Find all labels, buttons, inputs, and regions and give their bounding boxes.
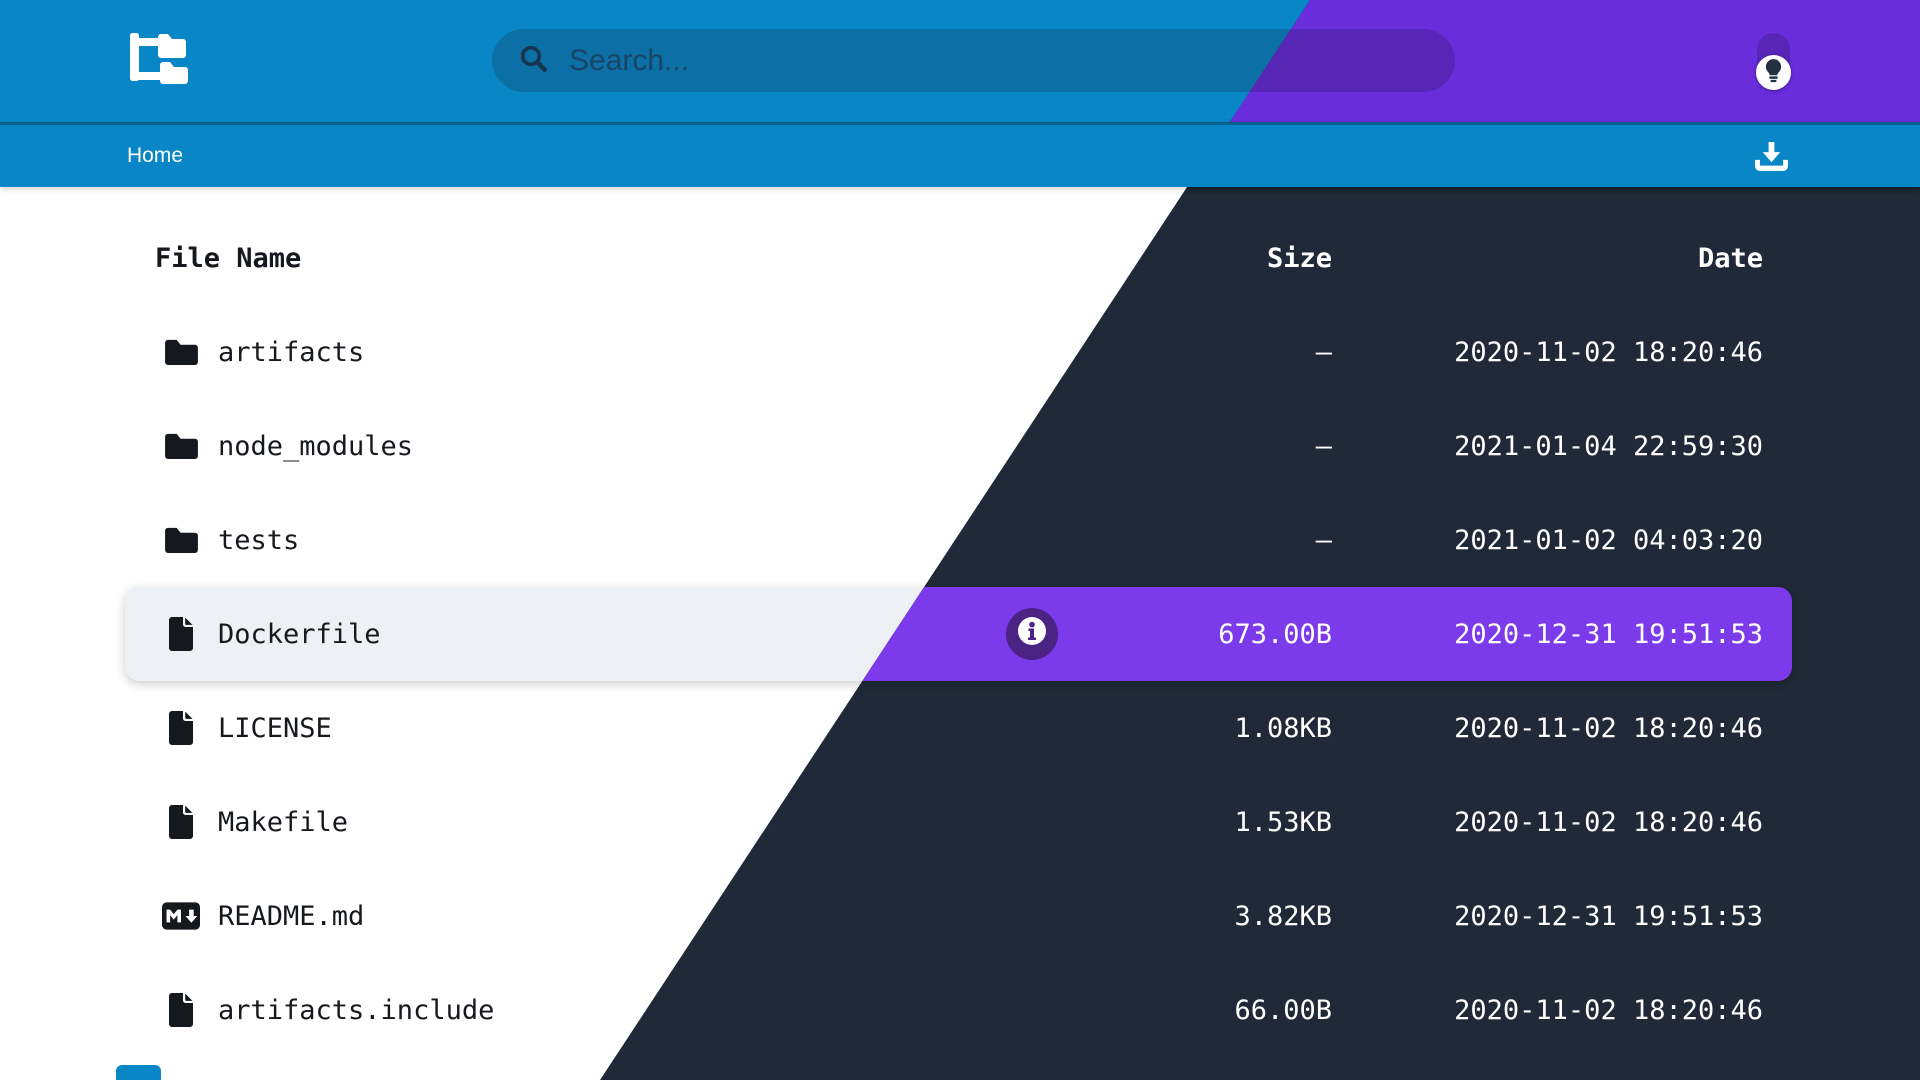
- file-name-cell[interactable]: LICENSE: [125, 710, 1092, 746]
- file-size-cell: —: [1315, 524, 1332, 556]
- file-date-cell: 2020-12-31 19:51:53: [1454, 618, 1763, 650]
- theme-toggle[interactable]: [1756, 33, 1791, 90]
- file-name-label: artifacts: [218, 336, 365, 368]
- file-size-cell: 3.82KB: [1234, 900, 1332, 932]
- file-name-cell[interactable]: Dockerfile: [125, 616, 1092, 652]
- folder-icon: [162, 334, 200, 370]
- lightbulb-icon: [1764, 58, 1783, 87]
- file-size-cell: —: [1315, 336, 1332, 368]
- file-icon: [162, 992, 200, 1028]
- file-name-cell[interactable]: artifacts: [125, 334, 1092, 370]
- file-name-cell[interactable]: node_modules: [125, 428, 1092, 464]
- column-header-date[interactable]: Date: [1697, 242, 1763, 274]
- file-date-cell: 2021-01-04 22:59:30: [1454, 430, 1763, 462]
- file-name-label: README.md: [218, 900, 365, 932]
- toggle-knob[interactable]: [1756, 55, 1791, 90]
- column-header-file-name[interactable]: File Name: [155, 242, 302, 274]
- download-button[interactable]: [1755, 141, 1788, 174]
- file-icon: [162, 710, 200, 746]
- file-row-artifacts[interactable]: artifacts—2020-11-02 18:20:46: [600, 305, 1792, 399]
- file-date-cell: 2020-11-02 18:20:46: [1454, 806, 1763, 838]
- download-icon: [1755, 141, 1788, 174]
- file-size-cell: 673.00B: [1218, 618, 1332, 650]
- table-header-row: File Name Size Date: [600, 211, 1792, 305]
- markdown-icon: [162, 898, 200, 934]
- file-date-cell: 2020-11-02 18:20:46: [1454, 994, 1763, 1026]
- file-name-label: LICENSE: [218, 712, 332, 744]
- file-size-cell: 1.08KB: [1234, 712, 1332, 744]
- info-icon: [1018, 616, 1046, 652]
- file-name-cell[interactable]: tests: [125, 522, 1092, 558]
- breadcrumb-bar: Home: [0, 122, 1920, 187]
- file-size-cell: 1.53KB: [1234, 806, 1332, 838]
- folder-icon: [162, 522, 200, 558]
- column-header-size[interactable]: Size: [1266, 242, 1332, 274]
- file-name-cell[interactable]: Makefile: [125, 804, 1092, 840]
- file-name-cell[interactable]: README.md: [125, 898, 1092, 934]
- file-name-label: node_modules: [218, 430, 414, 462]
- folder-icon: [162, 428, 200, 464]
- file-row-node_modules[interactable]: node_modules—2021-01-04 22:59:30: [600, 399, 1792, 493]
- breadcrumb-home-link[interactable]: Home: [127, 144, 184, 167]
- magnifier-icon: [518, 43, 567, 79]
- file-name-label: tests: [218, 524, 300, 556]
- partially-visible-bottom-element: [116, 1065, 161, 1080]
- file-name-label: artifacts.include: [218, 994, 495, 1026]
- file-name-cell[interactable]: artifacts.include: [125, 992, 1092, 1028]
- file-size-cell: —: [1315, 430, 1332, 462]
- file-name-label: Makefile: [218, 806, 349, 838]
- file-icon: [162, 804, 200, 840]
- file-date-cell: 2020-12-31 19:51:53: [1454, 900, 1763, 932]
- file-date-cell: 2020-11-02 18:20:46: [1454, 336, 1763, 368]
- file-name-label: Dockerfile: [218, 618, 381, 650]
- file-icon: [162, 616, 200, 652]
- file-row-tests[interactable]: tests—2021-01-02 04:03:20: [600, 493, 1792, 587]
- info-button[interactable]: [1006, 608, 1058, 660]
- file-date-cell: 2020-11-02 18:20:46: [1454, 712, 1763, 744]
- file-size-cell: 66.00B: [1234, 994, 1332, 1026]
- file-date-cell: 2021-01-02 04:03:20: [1454, 524, 1763, 556]
- folder-tree-icon[interactable]: [128, 30, 192, 90]
